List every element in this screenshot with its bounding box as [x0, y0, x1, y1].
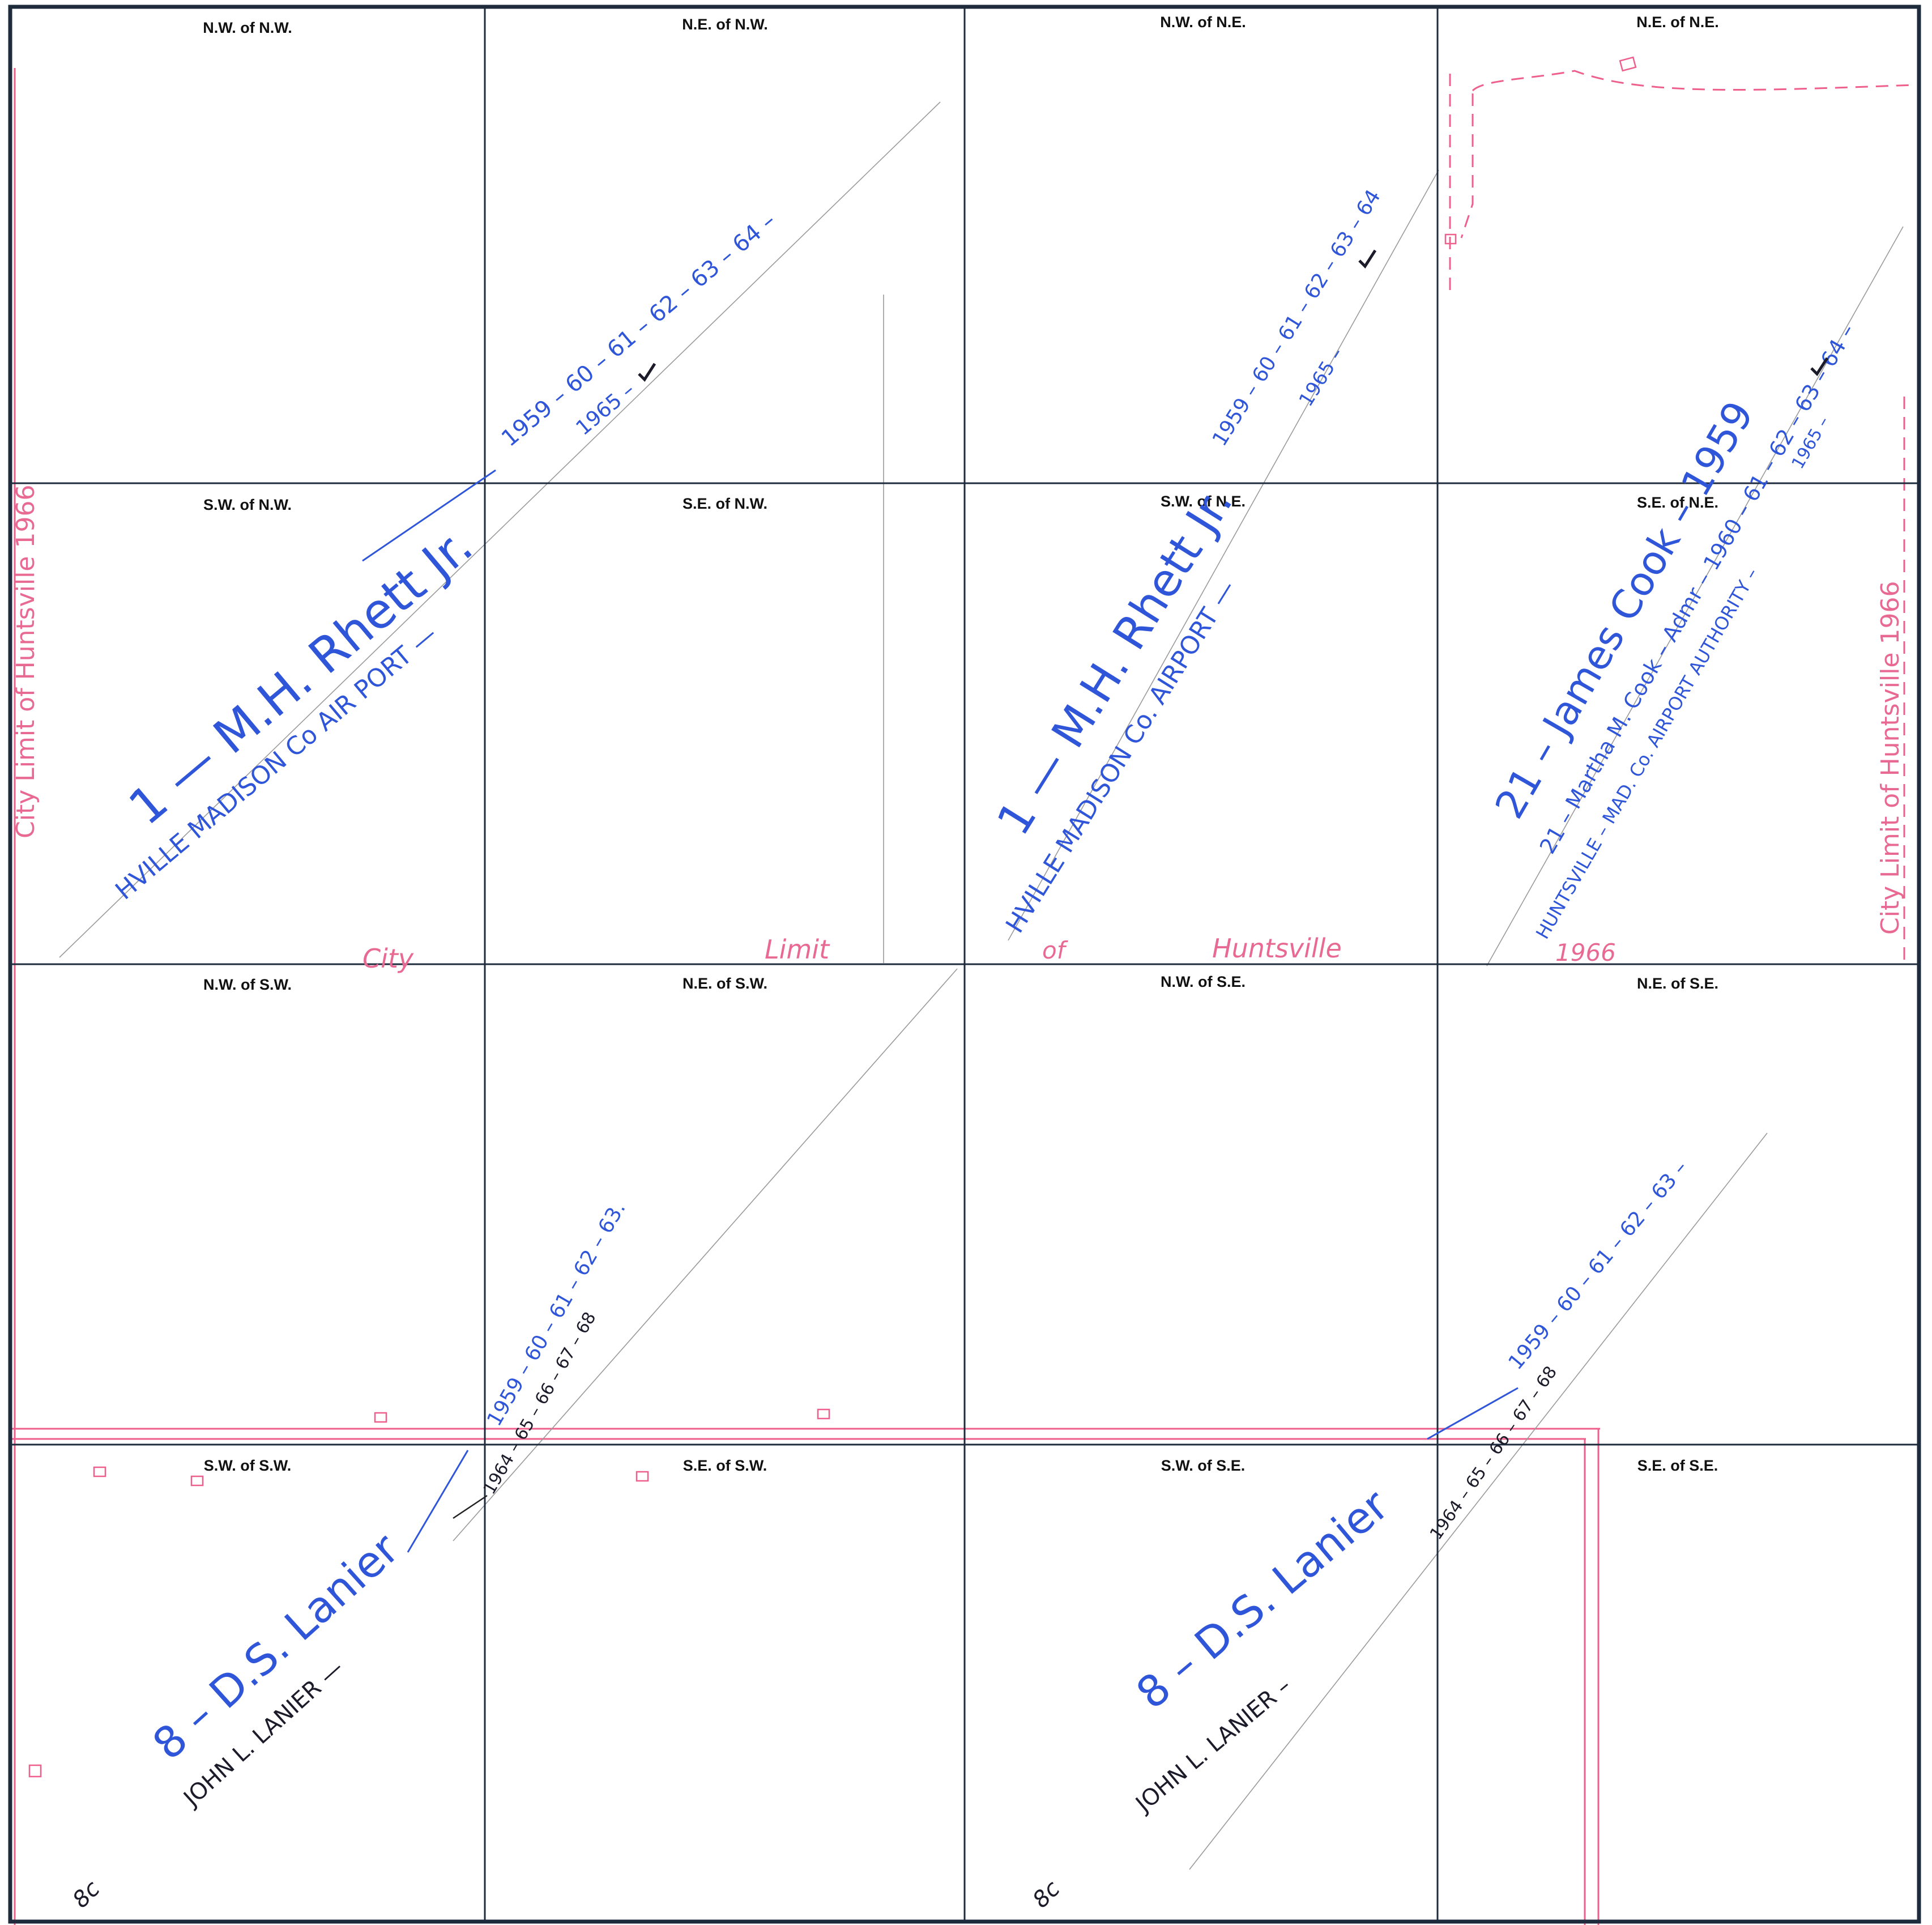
cook-admr: 21 – Martha M. Cook – Admr – 1960 – 61 –… — [1535, 320, 1860, 858]
city-limit-right-label: City Limit of Huntsville 1966 — [1876, 581, 1905, 935]
city-limit-labels: City Limit of Huntsville 1966 City Limit… — [11, 485, 1905, 974]
lanier-east-code: 8c — [1028, 1876, 1065, 1913]
parcel-lanier-west: 8 – D.S. Lanier 1959 – 60 – 61 – 62 – 63… — [68, 1198, 630, 1913]
rhett-west-years: 1959 – 60 – 61 – 62 – 63 – 64 – — [497, 207, 781, 452]
section-grid — [8, 5, 1921, 1924]
header-sw-nw: S.W. of N.W. — [203, 496, 292, 513]
rhett-west-owner: 1 — M.H. Rhett Jr. — [118, 517, 483, 836]
header-sw-ne: S.W. of N.E. — [1161, 493, 1246, 510]
rhett-east-years: 1959 – 60 – 61 – 62 – 63 – 64 — [1208, 186, 1385, 450]
lanier-west-years: 1959 – 60 – 61 – 62 – 63. — [483, 1198, 630, 1430]
lanier-west-code: 8c — [68, 1876, 105, 1913]
parcel-lanier-east: 8 – D.S. Lanier 1959 – 60 – 61 – 62 – 63… — [1028, 1156, 1692, 1913]
parcel-rhett-west: 1 — M.H. Rhett Jr. 1959 – 60 – 61 – 62 –… — [110, 207, 781, 905]
pencil-guide-lines — [59, 101, 1904, 1870]
header-ne-se: N.E. of S.E. — [1637, 975, 1718, 992]
header-sw-se: S.W. of S.E. — [1161, 1457, 1246, 1474]
header-nw-se: N.W. of S.E. — [1161, 973, 1246, 990]
header-se-sw: S.E. of S.W. — [683, 1457, 767, 1474]
header-se-se: S.E. of S.E. — [1637, 1457, 1718, 1474]
header-ne-ne: N.E. of N.E. — [1636, 14, 1719, 31]
header-nw-nw: N.W. of N.W. — [203, 19, 292, 36]
city-limit-word-limit: Limit — [765, 934, 830, 965]
quarter-headers: N.W. of N.W. N.E. of N.W. N.W. of N.E. N… — [203, 14, 1719, 1474]
header-ne-sw: N.E. of S.W. — [683, 975, 767, 992]
city-limit-word-huntsville: Huntsville — [1212, 933, 1342, 964]
check-marks — [638, 249, 1829, 382]
city-limit-word-of: of — [1042, 936, 1069, 964]
header-nw-ne: N.W. of N.E. — [1160, 14, 1246, 31]
city-limit-word-city: City — [362, 943, 414, 974]
header-se-nw: S.E. of N.W. — [683, 495, 767, 512]
parcel-cook: 21 – James Cook – 1959 21 – Martha M. Co… — [1486, 320, 1860, 943]
city-limit-left-label: City Limit of Huntsville 1966 — [11, 485, 40, 838]
header-se-ne: S.E. of N.E. — [1637, 494, 1718, 511]
rhett-east-successor-year: 1965 – — [1295, 344, 1349, 411]
header-sw-sw: S.W. of S.W. — [204, 1457, 292, 1474]
city-limit-year: 1966 — [1555, 939, 1616, 966]
header-nw-sw: N.W. of S.W. — [203, 976, 292, 993]
header-ne-nw: N.E. of N.W. — [682, 16, 768, 33]
lanier-east-owner: 8 – D.S. Lanier — [1127, 1480, 1398, 1719]
parcel-rhett-east: 1 — M.H. Rhett Jr. 1959 – 60 – 61 – 62 –… — [987, 186, 1385, 938]
lanier-east-successor-years: 1964 – 65 – 66 – 67 – 68 — [1426, 1362, 1561, 1543]
city-limit-lines — [11, 56, 1915, 1925]
